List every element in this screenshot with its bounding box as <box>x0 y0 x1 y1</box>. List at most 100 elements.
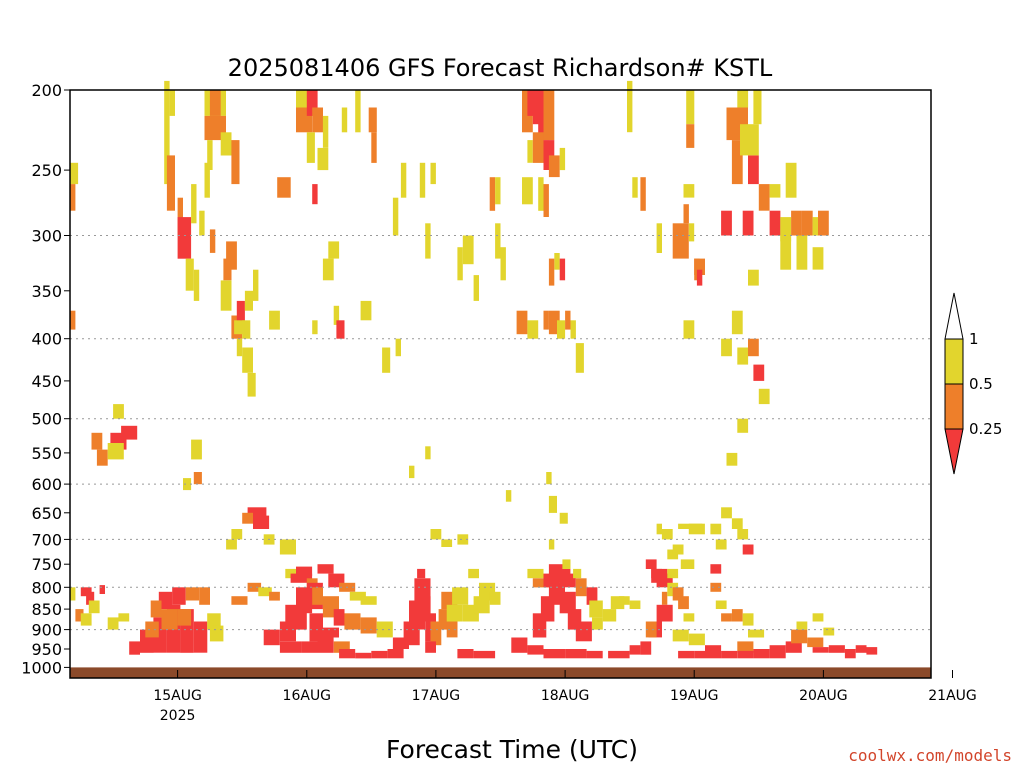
data-cell <box>244 290 253 311</box>
data-cell <box>355 90 361 133</box>
data-cell <box>220 132 232 156</box>
data-cell <box>710 582 722 592</box>
data-cell <box>322 115 329 148</box>
data-cell <box>277 177 291 198</box>
data-cell <box>758 184 770 211</box>
data-cell <box>543 649 565 659</box>
legend-swatch <box>944 383 964 430</box>
data-cell <box>392 637 409 649</box>
data-cell <box>618 596 630 605</box>
data-cell <box>769 184 781 198</box>
data-cell <box>828 645 845 653</box>
data-cell <box>543 90 555 141</box>
data-cell <box>562 559 571 569</box>
data-cell <box>209 229 216 253</box>
data-cell <box>688 633 705 646</box>
y-tick-label: 850 <box>31 600 62 619</box>
data-cell <box>855 645 867 653</box>
data-cell <box>721 507 732 519</box>
data-cell <box>322 258 334 281</box>
data-cell <box>532 132 544 163</box>
data-cell <box>627 80 633 133</box>
data-cell <box>527 568 544 579</box>
credit-text: coolwx.com/models <box>848 746 1012 765</box>
data-cell <box>548 155 560 178</box>
data-cell <box>161 609 178 630</box>
data-cell <box>769 210 781 236</box>
data-cell <box>796 621 808 630</box>
legend-top-arrow <box>944 292 964 340</box>
data-cell <box>543 310 549 330</box>
data-cells <box>70 80 878 659</box>
data-cell <box>118 613 130 622</box>
data-cell <box>317 564 334 574</box>
data-cell <box>242 347 253 373</box>
data-cell <box>306 90 318 116</box>
data-cell <box>242 512 253 524</box>
data-cell <box>737 650 754 659</box>
data-cell <box>430 529 442 540</box>
data-cell <box>328 241 340 259</box>
data-cell <box>452 587 469 605</box>
data-cell <box>758 388 770 405</box>
data-cell <box>753 364 765 381</box>
data-cell <box>694 258 705 275</box>
data-cell <box>253 269 259 301</box>
data-cell <box>158 591 173 610</box>
data-cell <box>344 613 361 630</box>
data-cell <box>559 258 566 281</box>
data-cell <box>419 596 431 622</box>
data-cell <box>185 587 200 601</box>
data-cell <box>742 613 754 626</box>
data-cell <box>632 177 638 198</box>
data-cell <box>336 320 345 339</box>
data-cell <box>769 645 786 659</box>
legend: 1 0.5 0.25 <box>944 292 1002 475</box>
data-cell <box>70 184 76 211</box>
data-cell <box>400 162 407 198</box>
x-tick-label: 18AUG <box>541 688 590 704</box>
data-cell <box>796 235 808 270</box>
data-cell <box>818 210 829 236</box>
data-cell <box>721 338 732 357</box>
data-cell <box>543 140 555 170</box>
data-cell <box>414 578 431 601</box>
data-cell <box>290 573 313 583</box>
data-cell <box>678 596 689 610</box>
data-cell <box>169 90 175 116</box>
data-cell <box>688 523 705 535</box>
data-cell <box>341 107 348 133</box>
data-cell <box>678 650 695 659</box>
data-cell <box>807 637 824 648</box>
y-tick-label: 750 <box>31 555 62 574</box>
data-cell <box>172 587 186 605</box>
data-cell <box>683 204 689 224</box>
data-cell <box>317 637 334 653</box>
data-cell <box>376 621 393 638</box>
data-cell <box>740 124 749 156</box>
data-cell <box>721 613 732 622</box>
data-cell <box>339 649 356 659</box>
data-cell <box>409 465 415 479</box>
data-cell <box>672 544 684 555</box>
data-cell <box>247 372 256 397</box>
data-cell <box>457 534 469 545</box>
y-tick-label: 700 <box>31 530 62 549</box>
data-cell <box>177 197 183 236</box>
chart-title: 2025081406 GFS Forecast Richardson# KSTL <box>228 54 773 82</box>
data-cell <box>473 275 479 301</box>
data-cell <box>430 162 436 185</box>
data-cell <box>505 490 512 502</box>
data-cell <box>737 529 749 540</box>
y-tick-label: 250 <box>31 161 62 180</box>
data-cell <box>236 300 245 330</box>
data-cell <box>177 609 192 626</box>
data-cell <box>780 235 792 270</box>
data-cell <box>129 641 140 655</box>
y-tick-label: 900 <box>31 621 62 640</box>
data-cell <box>532 578 549 588</box>
data-cell <box>220 280 232 311</box>
data-cell <box>667 568 679 579</box>
data-cell <box>645 559 657 569</box>
